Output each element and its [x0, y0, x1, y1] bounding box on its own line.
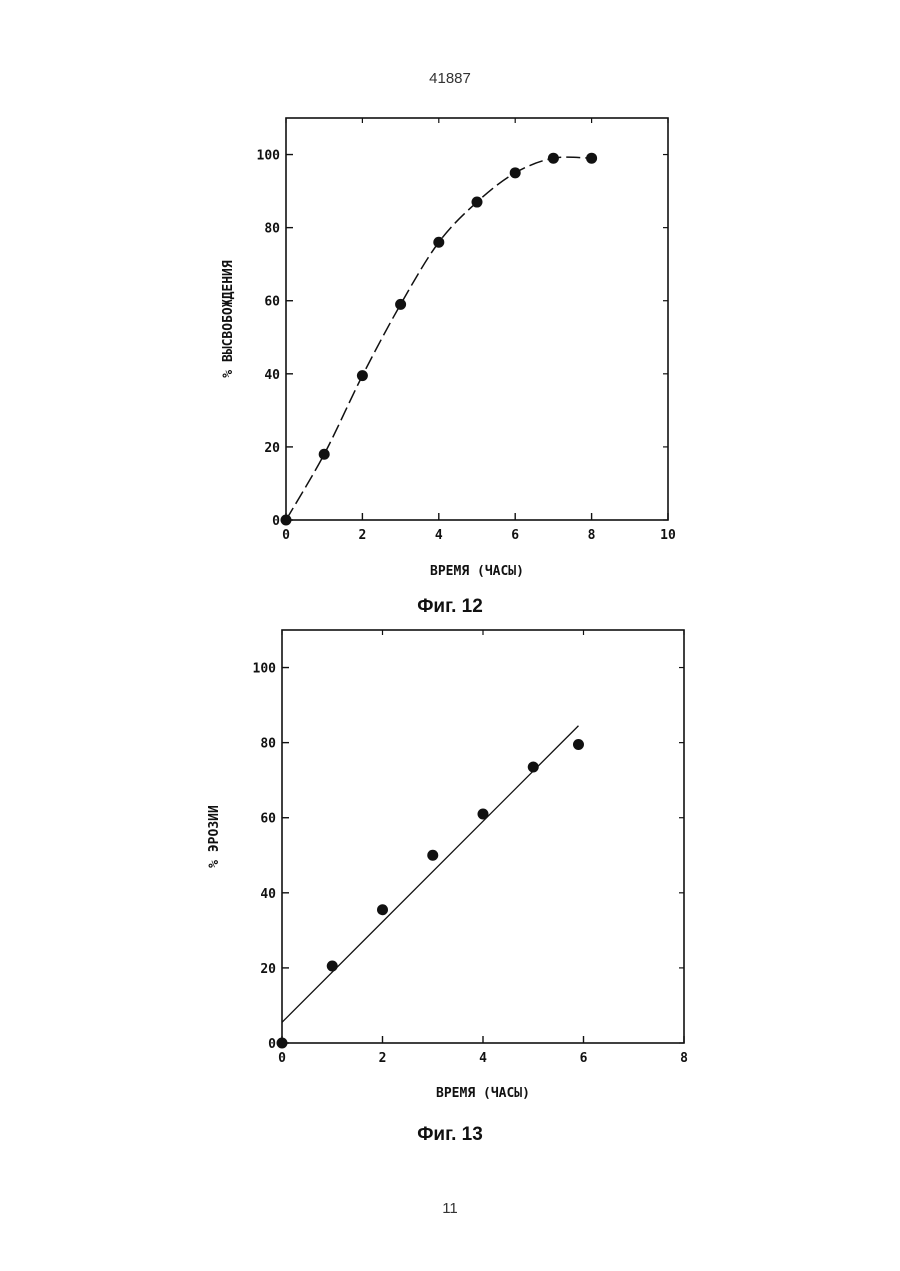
- y-tick-label: 100: [253, 662, 277, 677]
- x-tick-label: 2: [379, 1051, 387, 1066]
- erosion-chart: 0 20 40 60 80 100 0 2 4 6 8 ВРЕМЯ (ЧАСЫ) % ЭРОЗИИ: [0, 0, 900, 1130]
- y-tick-label: 60: [260, 812, 276, 827]
- data-point: [427, 850, 438, 861]
- y-tick-label: 0: [268, 1037, 276, 1052]
- page-number-bottom: 11: [0, 1200, 900, 1217]
- x-axis-label: ВРЕМЯ (ЧАСЫ): [436, 1086, 530, 1101]
- plot-frame: [282, 630, 684, 1043]
- x-tick-label: 0: [278, 1051, 286, 1066]
- data-point: [528, 762, 539, 773]
- x-tick-label: 8: [680, 1051, 688, 1066]
- data-point: [478, 808, 489, 819]
- x-tick-label: 4: [479, 1051, 487, 1066]
- y-axis-label: % ЭРОЗИИ: [207, 805, 222, 868]
- data-point: [377, 904, 388, 915]
- y-tick-label: 40: [260, 887, 276, 902]
- data-point: [277, 1038, 288, 1049]
- y-tick-label: 20: [260, 962, 276, 977]
- figure-13-caption: Фиг. 13: [0, 1124, 900, 1146]
- x-tick-label: 6: [580, 1051, 588, 1066]
- y-tick-label: 80: [260, 737, 276, 752]
- data-point: [327, 961, 338, 972]
- data-point: [573, 739, 584, 750]
